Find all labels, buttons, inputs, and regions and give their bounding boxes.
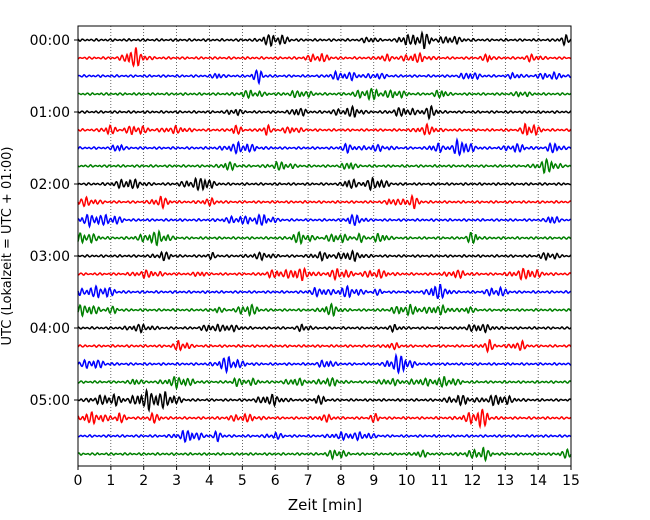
x-tick-label-1: 1	[106, 473, 115, 489]
x-tick-label-3: 3	[172, 473, 181, 489]
trace-0215	[77, 193, 572, 211]
x-tick-label-10: 10	[398, 473, 416, 489]
plot-frame	[77, 25, 572, 467]
x-tick-label-13: 13	[496, 473, 514, 489]
trace-0115	[77, 122, 572, 136]
trace-0530	[77, 429, 572, 444]
trace-0545	[77, 446, 572, 463]
y-axis-label: UTC (Lokalzeit = UTC + 01:00)	[0, 147, 15, 346]
trace-0130	[77, 137, 572, 157]
y-tick-label-0500: 05:00	[30, 393, 70, 409]
trace-0415	[77, 338, 572, 354]
trace-0230	[77, 213, 571, 229]
x-tick-label-5: 5	[238, 473, 247, 489]
y-tick-label-0000: 00:00	[30, 33, 70, 49]
y-tick-label-0300: 03:00	[30, 249, 70, 265]
trace-0445	[77, 376, 572, 391]
trace-0400	[77, 323, 572, 334]
trace-0245	[77, 229, 572, 247]
x-tick-label-7: 7	[304, 473, 313, 489]
x-tick-label-8: 8	[336, 473, 345, 489]
trace-0100	[77, 104, 572, 121]
x-tick-label-4: 4	[205, 473, 214, 489]
grid-lines	[110, 26, 539, 466]
trace-0330	[77, 283, 572, 300]
x-axis-label: Zeit [min]	[288, 496, 362, 514]
x-tick-label-0: 0	[74, 473, 83, 489]
x-tick-label-15: 15	[562, 473, 580, 489]
x-tick-label-12: 12	[463, 473, 481, 489]
trace-0300	[77, 249, 572, 263]
x-tick-label-11: 11	[431, 473, 449, 489]
x-tick-label-2: 2	[139, 473, 148, 489]
x-tick-label-9: 9	[369, 473, 378, 489]
trace-0500	[77, 387, 572, 413]
trace-0000	[77, 30, 572, 50]
seismic-traces	[77, 30, 572, 463]
trace-0515	[77, 408, 572, 430]
x-tick-label-6: 6	[271, 473, 280, 489]
y-tick-label-0200: 02:00	[30, 177, 70, 193]
x-tick-label-14: 14	[529, 473, 547, 489]
trace-0200	[77, 176, 572, 192]
trace-0430	[77, 352, 572, 375]
trace-0030	[77, 68, 572, 86]
trace-0045	[77, 87, 572, 102]
y-axis-ticks: 00:00 01:00 02:00 03:00 04:00 05:00	[30, 33, 78, 409]
trace-0315	[77, 266, 572, 282]
trace-0345	[77, 302, 572, 318]
trace-0145	[77, 157, 572, 175]
trace-0015	[77, 47, 572, 68]
x-axis-ticks: 0 1 2 3 4 5 6 7 8 9 10 11 12 13 14 15	[74, 466, 580, 489]
y-tick-label-0100: 01:00	[30, 105, 70, 121]
y-tick-label-0400: 04:00	[30, 321, 70, 337]
